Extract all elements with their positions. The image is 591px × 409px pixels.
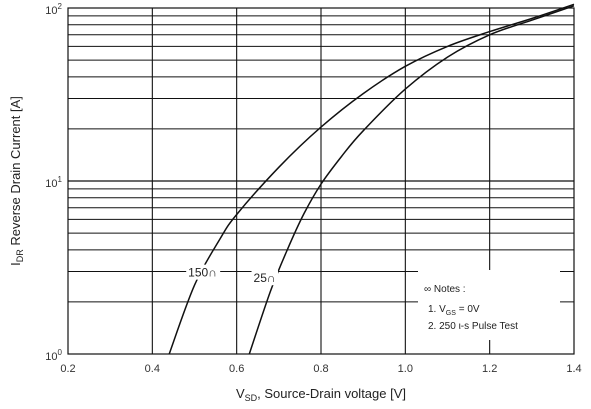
x-tick-label: 0.6 [229,363,244,375]
y-tick-label: 101 [45,175,62,190]
x-axis-title-rest: , Source-Drain voltage [V] [257,386,406,401]
x-tick-labels: 0.2 0.4 0.6 0.8 1.0 1.2 1.4 [60,363,581,375]
notes-box: ∞ Notes : 1. VGS = 0V 2. 250 ι-s Pulse T… [418,270,560,340]
y-tick-labels: 100 101 102 [45,2,62,363]
x-tick-label: 0.4 [145,363,160,375]
x-tick-label: 1.4 [566,363,581,375]
notes-line-2: 2. 250 ι-s Pulse Test [428,321,518,332]
curve-label-150: 150∩ [188,266,217,280]
curve-label-background [186,264,221,280]
x-axis-title: VSD, Source-Drain voltage [V] [236,386,406,403]
notes-heading: ∞ Notes : [424,284,466,295]
y-tick-label: 100 [45,348,62,363]
curve-150 [168,3,575,355]
curves [168,3,575,355]
notes-line-1-pre: 1. V [428,304,446,315]
x-axis-title-main: V [236,386,245,401]
plot-frame [67,7,575,355]
x-tick-label: 0.2 [60,363,75,375]
x-tick-label: 0.8 [313,363,328,375]
x-tick-label: 1.0 [398,363,413,375]
notes-line-1-post: = 0V [456,304,480,315]
y-axis-title-rest: Reverse Drain Current [A] [8,96,23,249]
curve-label-25: 25∩ [254,271,276,285]
x-axis-title-sub: SD [245,393,258,403]
curve-25 [248,5,575,355]
curve-label-background [251,270,279,286]
notes-background [418,270,560,340]
curve-labels: 150∩ 25∩ [186,264,279,286]
x-tick-label: 1.2 [482,363,497,375]
y-axis-title: IDR Reverse Drain Current [A] [8,96,25,266]
y-axis-title-main: I [8,262,23,266]
notes-line-1: 1. VGS = 0V [428,304,480,317]
y-axis-title-sub: DR [15,249,25,262]
y-tick-label: 102 [45,2,62,17]
notes-line-1-sub: GS [446,310,456,317]
